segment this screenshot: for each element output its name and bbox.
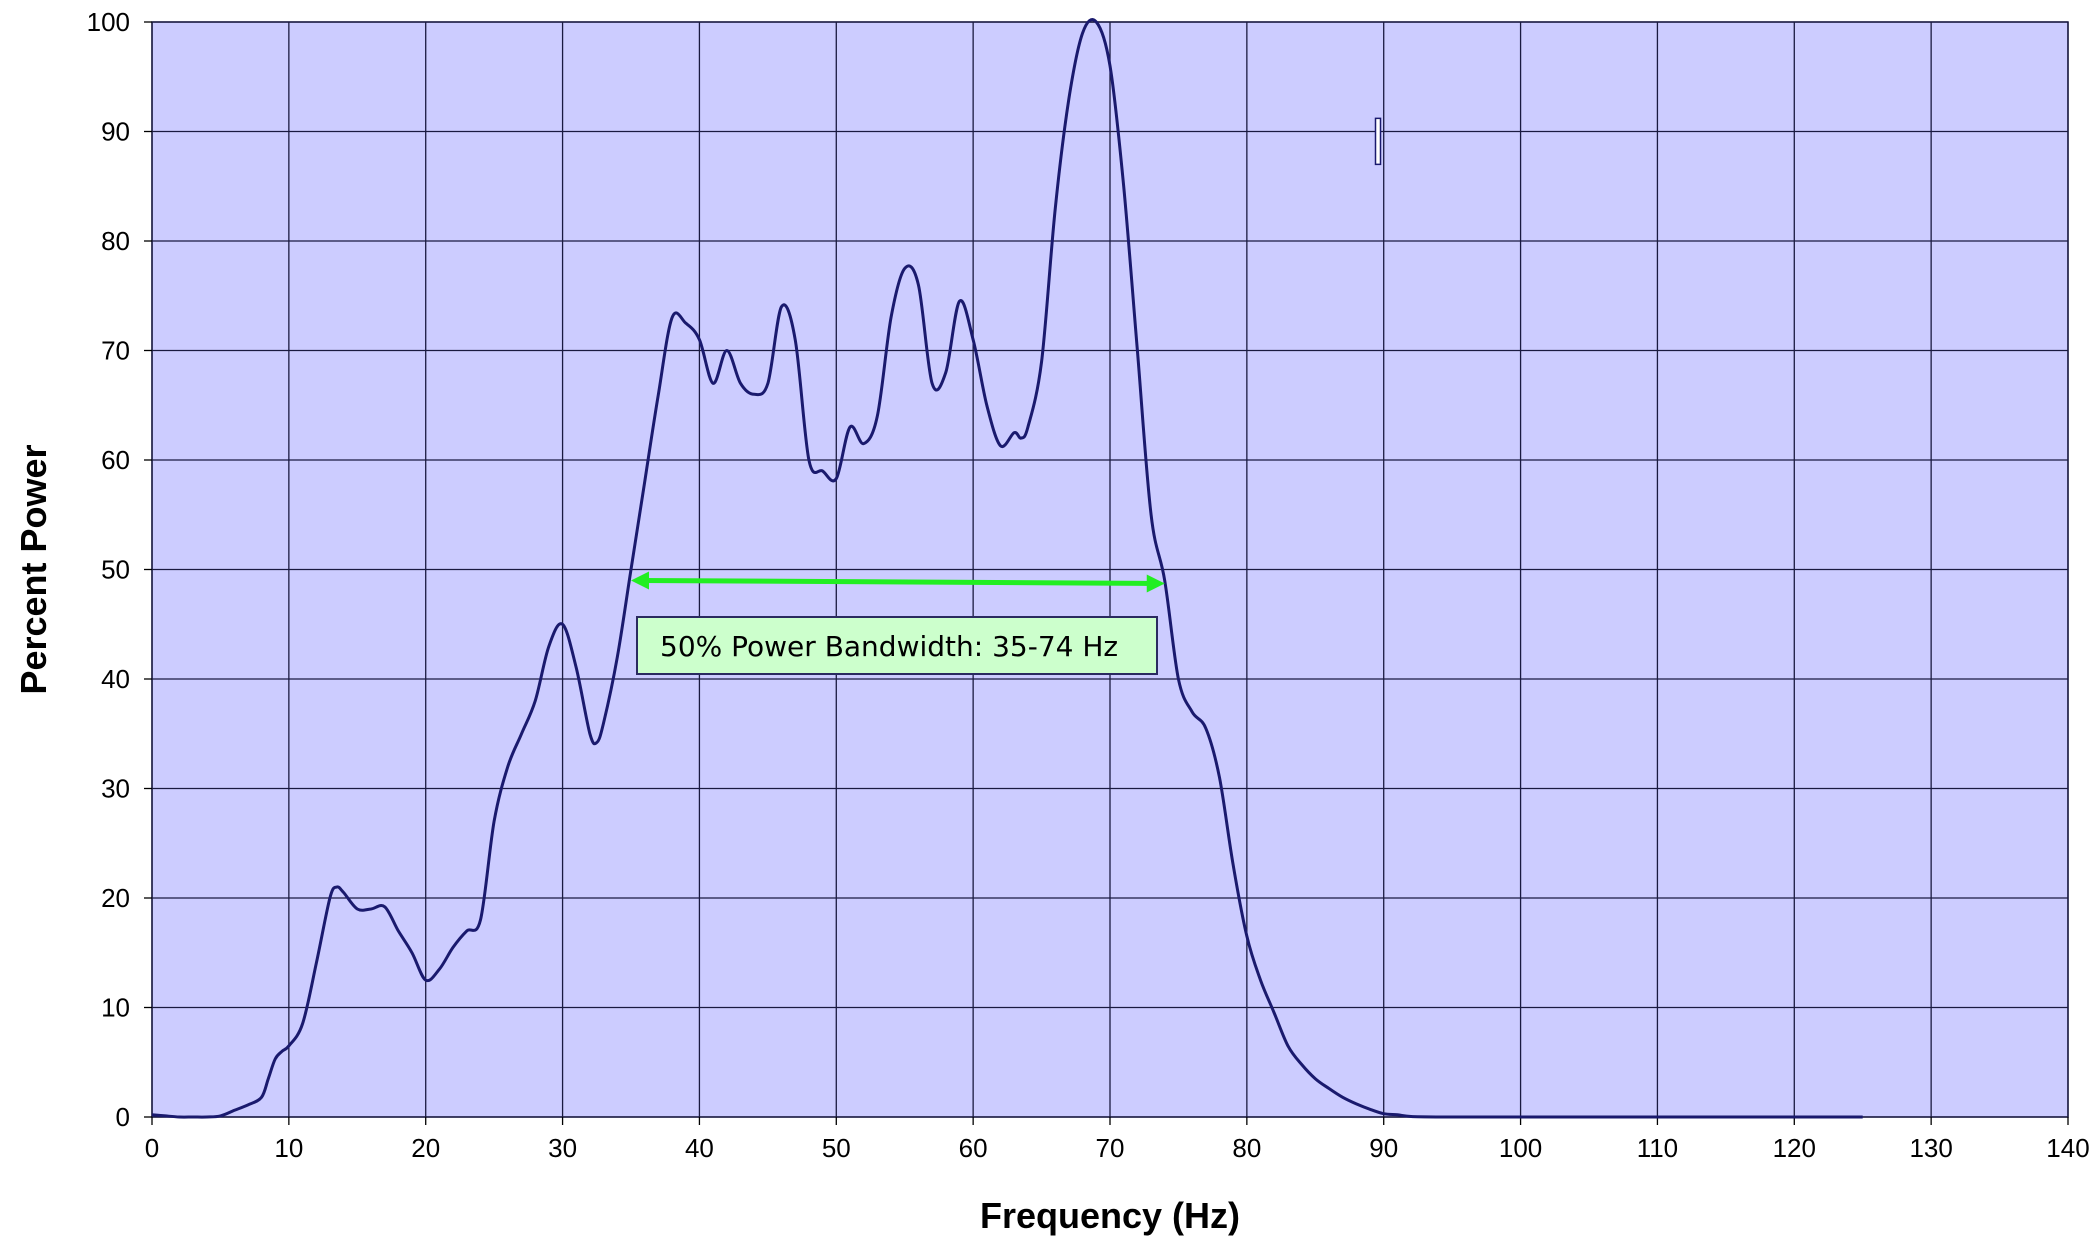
x-tick-label: 90 (1369, 1133, 1398, 1163)
x-tick-label: 80 (1232, 1133, 1261, 1163)
bandwidth-annotation-box (636, 616, 1158, 675)
x-tick-label: 20 (411, 1133, 440, 1163)
x-tick-label: 110 (1637, 1133, 1678, 1163)
x-tick-label: 140 (2046, 1133, 2089, 1163)
y-tick-label: 80 (101, 226, 130, 256)
y-tick-label: 20 (101, 883, 130, 913)
annotation-layer: 50% Power Bandwidth: 35-74 Hz (631, 571, 1165, 675)
series-line (151, 18, 1863, 1119)
x-tick-label: 30 (548, 1133, 577, 1163)
x-tick-label: 70 (1096, 1133, 1125, 1163)
tick-labels: 0 10 20 30 40 50 60 70 80 90 100 0 10 20 30 40 50 60 70 80 9… (87, 7, 2090, 1163)
x-tick-label: 40 (685, 1133, 714, 1163)
bandwidth-arrow-line (640, 577, 1155, 586)
x-tick-label: 0 (145, 1133, 159, 1163)
bandwidth-annotation-text: 50% Power Bandwidth: 35-74 Hz (660, 630, 1118, 663)
y-tick-label: 30 (101, 774, 130, 804)
x-tick-label: 10 (274, 1133, 303, 1163)
bandwidth-arrowhead-right (1146, 574, 1165, 593)
series-layer (151, 18, 1863, 1119)
y-tick-label: 10 (101, 993, 130, 1023)
y-tick-label: 0 (116, 1102, 130, 1132)
gridlines (151, 21, 2069, 1118)
x-axis-title: Frequency (Hz) (980, 1195, 1240, 1236)
x-tick-label: 50 (822, 1133, 851, 1163)
y-tick-label: 50 (101, 555, 130, 585)
y-tick-label: 90 (101, 117, 130, 147)
y-tick-label: 40 (101, 664, 130, 694)
y-axis-title: Percent Power (13, 444, 54, 694)
y-tick-label: 100 (87, 7, 130, 37)
y-tick-label: 70 (101, 336, 130, 366)
stray-marker (1374, 117, 1382, 166)
bandwidth-arrowhead-left (631, 571, 649, 590)
x-tick-label: 100 (1499, 1133, 1542, 1163)
x-tick-label: 120 (1773, 1133, 1816, 1163)
y-tick-label: 60 (101, 445, 130, 475)
x-tick-label: 60 (959, 1133, 988, 1163)
x-tick-label: 130 (1909, 1133, 1952, 1163)
